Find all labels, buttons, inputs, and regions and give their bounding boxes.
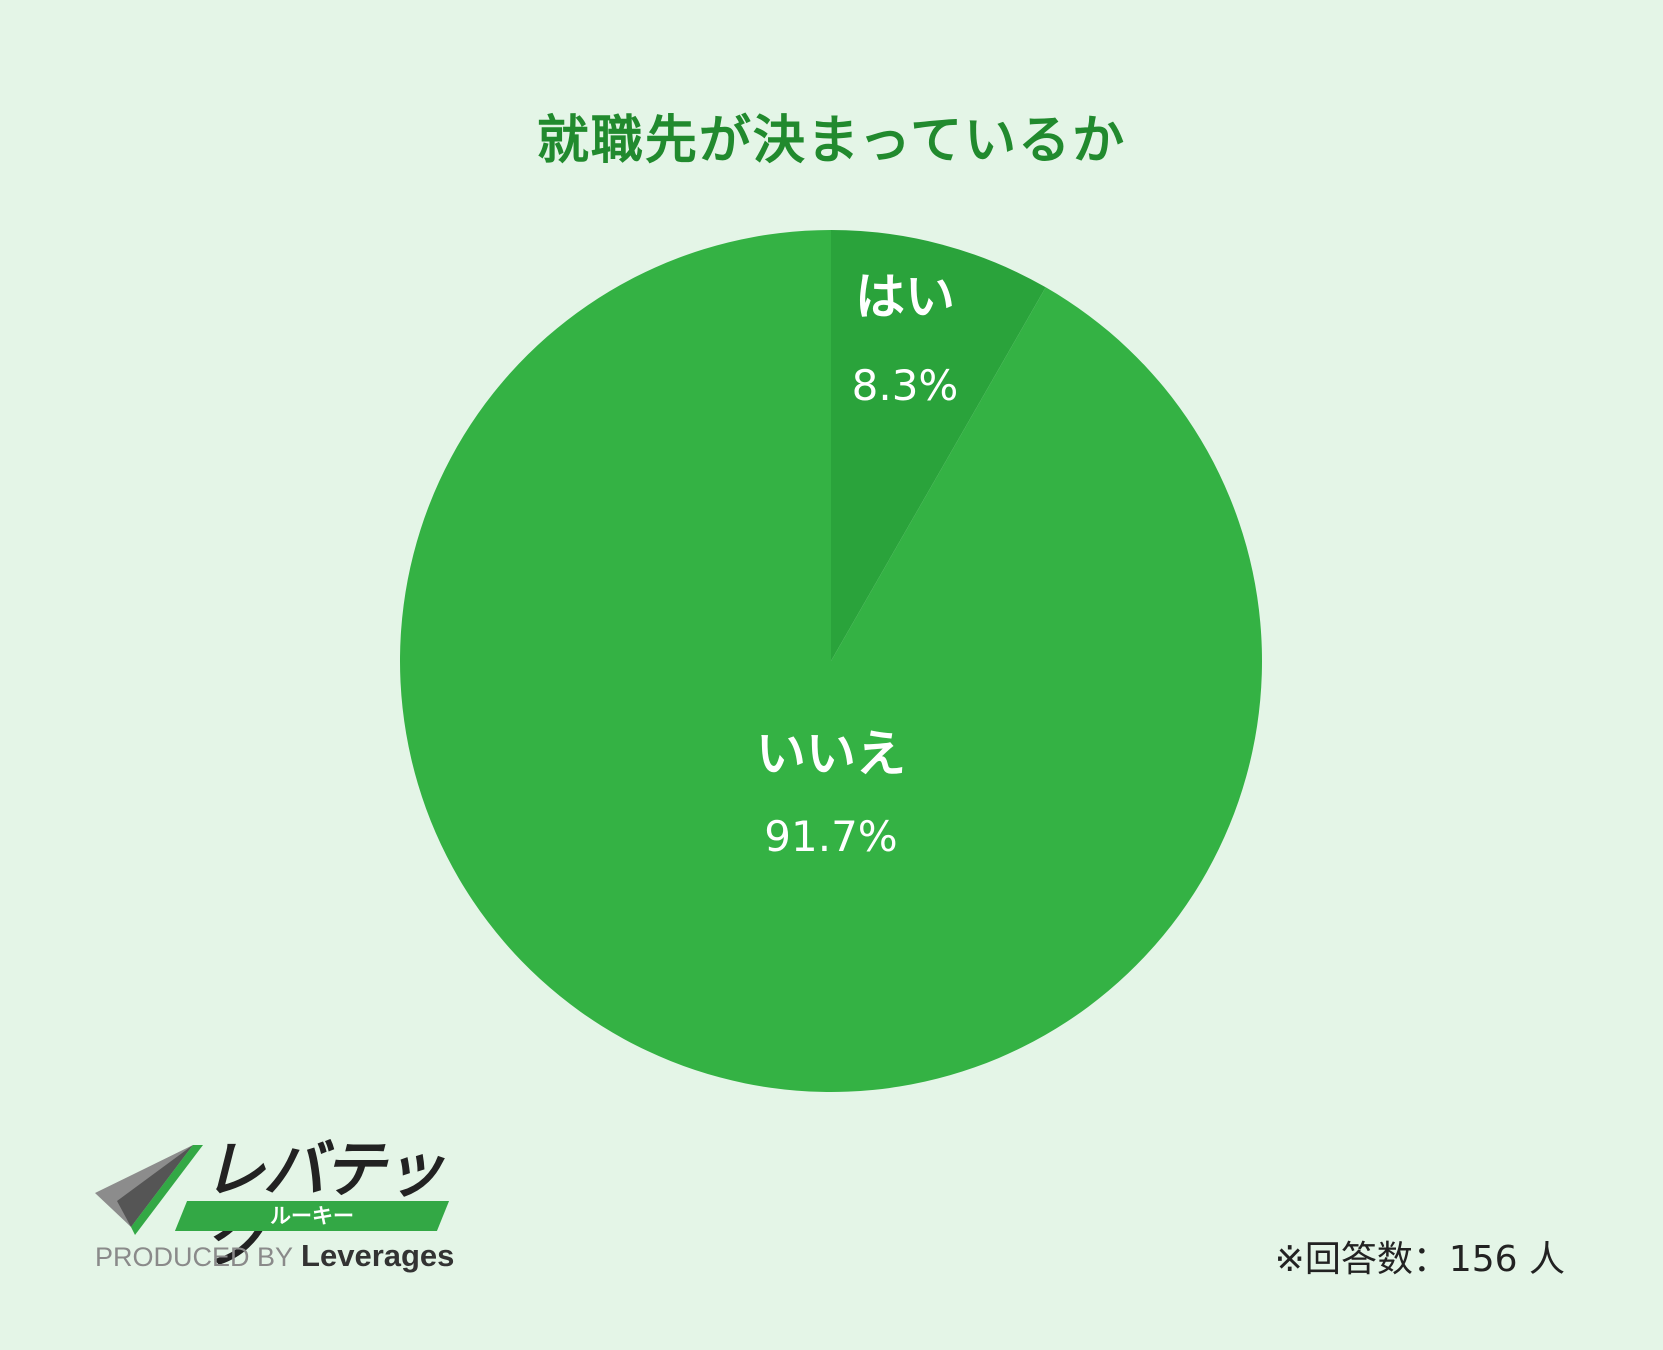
chart-title: 就職先が決まっているか bbox=[536, 111, 1127, 171]
pie-slice-1 bbox=[399, 230, 1263, 1092]
slice-value-0: 8.3% bbox=[852, 361, 959, 410]
pie-slice-0 bbox=[831, 230, 1046, 661]
logo-sub-text: ルーキー bbox=[270, 1204, 354, 1228]
checkmark-logo-icon bbox=[95, 1145, 203, 1235]
slice-label-0: はい bbox=[855, 268, 955, 326]
produced-by-label: PRODUCED BY bbox=[95, 1242, 294, 1272]
brand-logo: レバテック ルーキー PRODUCED BY Leverages bbox=[95, 1135, 455, 1275]
leverages-brand: Leverages bbox=[301, 1238, 455, 1273]
slice-value-1: 91.7% bbox=[764, 812, 897, 861]
produced-by: PRODUCED BY Leverages bbox=[95, 1239, 454, 1278]
slice-label-1: いいえ bbox=[756, 725, 906, 783]
respondent-count-note: ※回答数：156 人 bbox=[1274, 1239, 1565, 1280]
